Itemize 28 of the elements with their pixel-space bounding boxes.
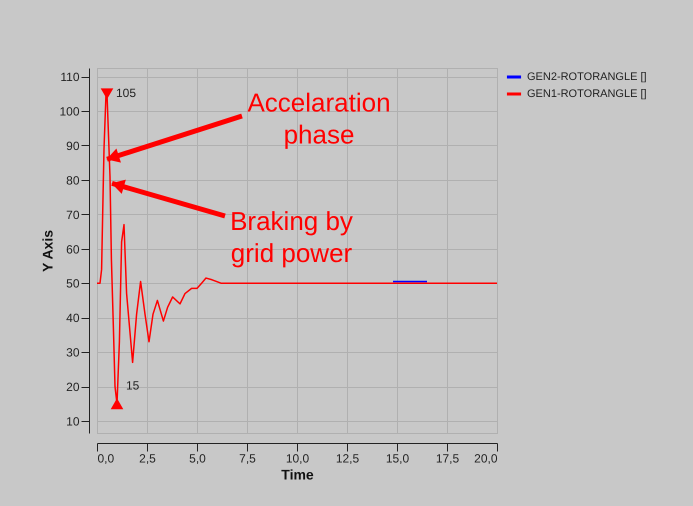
y-tick-label: 10 [66, 414, 80, 428]
y-axis-title: Y Axis [39, 230, 56, 272]
annotation: Accelaration phase [247, 88, 391, 150]
annotation: Braking by grid power [230, 206, 353, 268]
y-tick-label: 70 [66, 208, 80, 222]
x-tick-label: 20,0 [474, 452, 498, 466]
annotation: 15 [126, 378, 140, 393]
x-tick-label: 10,0 [286, 452, 310, 466]
y-tick-label: 100 [59, 104, 80, 119]
annotation: 105 [116, 86, 136, 100]
x-axis-title: Time [281, 466, 314, 482]
y-tick-label: 30 [66, 346, 80, 360]
y-tick-label: 60 [66, 242, 80, 256]
y-tick-label: 90 [66, 138, 80, 153]
x-tick-label: 12,5 [336, 452, 360, 466]
x-tick-label: 0,0 [98, 452, 115, 466]
x-tick-label: 5,0 [189, 452, 206, 466]
y-tick-label: 50 [66, 276, 80, 291]
legend-label: GEN2-ROTORANGLE [] [527, 71, 647, 83]
x-tick-label: 7,5 [239, 452, 256, 466]
y-tick-label: 40 [66, 311, 80, 326]
y-tick-label: 110 [60, 70, 80, 84]
y-tick-label: 80 [66, 173, 80, 188]
x-tick-label: 17,5 [436, 452, 460, 466]
x-tick-label: 15,0 [386, 452, 410, 466]
x-tick-label: 2,5 [139, 452, 156, 466]
legend-label: GEN1-ROTORANGLE [] [527, 88, 647, 100]
y-tick-label: 20 [66, 380, 80, 394]
